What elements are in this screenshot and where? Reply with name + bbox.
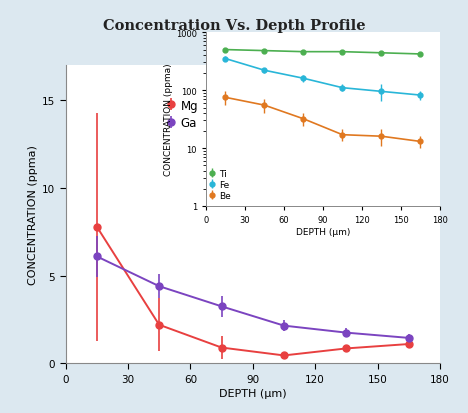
Y-axis label: CONCENTRATION (ppma): CONCENTRATION (ppma)	[28, 145, 38, 285]
Y-axis label: CONCENTRATION (ppma): CONCENTRATION (ppma)	[164, 64, 173, 176]
X-axis label: DEPTH (μm): DEPTH (μm)	[296, 227, 350, 236]
Text: Concentration Vs. Depth Profile: Concentration Vs. Depth Profile	[102, 19, 366, 33]
X-axis label: DEPTH (μm): DEPTH (μm)	[219, 388, 286, 398]
Legend: Ti, Fe, Be: Ti, Fe, Be	[211, 168, 233, 202]
Legend: Mg, Ga: Mg, Ga	[168, 96, 202, 133]
